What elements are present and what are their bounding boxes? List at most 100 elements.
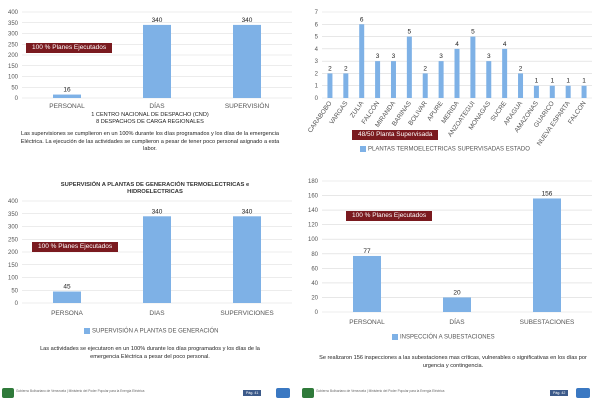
data-label: 45 <box>63 284 71 291</box>
data-label: 6 <box>360 16 364 23</box>
x-category-label: CARABOBO <box>307 100 334 134</box>
caption-generacion: Las actividades se ejecutaron en un 100%… <box>40 346 260 360</box>
y-tick-label: 100 <box>308 237 319 243</box>
y-tick-label: 2 <box>315 71 319 77</box>
data-label: 340 <box>152 208 163 215</box>
data-label: 156 <box>542 190 553 197</box>
footer-text-left: Gobierno Bolivariano de Venezuela | Mini… <box>16 389 145 393</box>
data-label: 2 <box>328 65 332 72</box>
footer-left: Gobierno Bolivariano de Venezuela | Mini… <box>0 386 300 400</box>
bar <box>353 255 381 312</box>
bar <box>502 48 508 98</box>
caption-subestaciones: Se realizaron 156 inspecciones a las sub… <box>319 355 587 369</box>
data-label: 1 <box>566 78 570 85</box>
bar <box>53 291 81 303</box>
data-label: 1 <box>535 78 539 85</box>
y-tick-label: 350 <box>8 212 19 218</box>
y-tick-label: 140 <box>308 208 319 214</box>
data-label: 3 <box>487 53 491 60</box>
bar <box>533 85 539 98</box>
bar <box>470 36 476 98</box>
data-label: 1 <box>582 78 586 85</box>
data-label: 3 <box>392 53 396 60</box>
data-label: 2 <box>344 65 348 72</box>
x-category-label: PERSONA <box>51 310 83 317</box>
footer-text-right: Gobierno Bolivariano de Venezuela | Mini… <box>316 389 445 393</box>
y-tick-label: 5 <box>315 35 319 41</box>
data-label: 3 <box>439 53 443 60</box>
data-label: 20 <box>453 289 461 296</box>
y-tick-label: 400 <box>8 10 19 16</box>
y-tick-label: 100 <box>8 276 19 282</box>
y-tick-label: 1 <box>315 84 319 90</box>
data-label: 340 <box>152 17 163 24</box>
legend-label: SUPERVISIÓN A PLANTAS DE GENERACIÓN <box>92 328 219 335</box>
y-tick-label: 150 <box>8 263 19 269</box>
bar <box>454 48 460 98</box>
bar <box>518 73 524 98</box>
data-label: 340 <box>242 17 253 24</box>
chart-svg-supervision: 0 50 100 150 200 250 300 350 400 16 PERSONAL 340 DÍA… <box>8 10 292 110</box>
chart-subestaciones: 0 20 40 60 80 100 120 140 160 180 77 PERSONAL 20 DÍAS… <box>300 175 600 345</box>
bar <box>233 216 261 303</box>
note-cnd: 1 CENTRO NACIONAL DE DESPACHO (CND) <box>91 112 209 118</box>
x-category-label: SUPERVISIÓN <box>225 101 270 110</box>
corpoelec-logo-icon <box>276 388 290 398</box>
bar <box>438 61 444 98</box>
data-label: 4 <box>455 41 459 48</box>
y-tick-label: 400 <box>8 199 19 205</box>
y-tick-label: 300 <box>8 225 19 231</box>
legend-subestaciones: INSPECCIÓN A SUBESTACIONES <box>392 334 495 341</box>
y-tick-label: 180 <box>308 179 319 185</box>
data-label: 2 <box>519 65 523 72</box>
government-logo-icon <box>302 388 314 398</box>
caption-supervision: Las supervisiones se cumplieron en un 10… <box>20 131 280 152</box>
bar <box>533 198 561 312</box>
y-tick-label: 200 <box>8 53 19 59</box>
chart-svg-plantas: 012345672CARABOBO2VARGAS6ZULIA3FALCÓN3MI… <box>307 10 592 147</box>
corpoelec-logo-icon <box>576 388 590 398</box>
data-label: 77 <box>363 248 371 255</box>
bar <box>143 216 171 303</box>
chart-plantas-por-estado: 0 1 2 3 4 5 6 7 2 CARABOBO 2 VARGAS 6 ZULIA 3 FALCÓN 3 MI… <box>300 0 600 160</box>
page-number-left: Pág. 41 <box>243 390 262 396</box>
y-tick-label: 0 <box>15 96 19 102</box>
x-category-label: SUBESTACIONES <box>520 319 575 326</box>
y-tick-label: 200 <box>8 250 19 256</box>
data-label: 3 <box>376 53 380 60</box>
banner-planes-ejecutados-2: 100 % Planes Ejecutados <box>32 242 119 252</box>
banner-planes-ejecutados: 100 % Planes Ejecutados <box>26 43 113 53</box>
footer-right: Gobierno Bolivariano de Venezuela | Mini… <box>300 386 600 400</box>
data-label: 1 <box>550 78 554 85</box>
y-tick-label: 300 <box>8 32 19 38</box>
y-tick-label: 7 <box>315 10 319 16</box>
x-category-label: DÍAS <box>449 317 465 326</box>
x-category-label: SUPERVICIONES <box>220 310 274 317</box>
data-label: 4 <box>503 41 507 48</box>
y-tick-label: 50 <box>11 85 18 91</box>
y-tick-label: 160 <box>308 194 319 200</box>
y-tick-label: 100 <box>8 75 19 81</box>
bar <box>327 73 333 98</box>
government-logo-icon <box>2 388 14 398</box>
bar <box>549 85 555 98</box>
y-tick-label: 250 <box>8 237 19 243</box>
bar <box>143 24 171 98</box>
data-label: 5 <box>471 29 475 36</box>
bar <box>422 73 428 98</box>
legend-plantas: PLANTAS TERMOELECTRICAS SUPERVISADAS EST… <box>360 146 530 153</box>
legend-label: PLANTAS TERMOELECTRICAS SUPERVISADAS EST… <box>368 146 530 153</box>
y-tick-label: 0 <box>15 301 19 307</box>
chart-svg-subestaciones: 0 20 40 60 80 100 120 140 160 180 77 PERSONAL 20 DÍAS… <box>308 179 592 326</box>
bar <box>581 85 587 98</box>
y-tick-label: 80 <box>311 252 318 258</box>
x-category-label: DÍAS <box>149 101 165 110</box>
bar <box>233 24 261 98</box>
y-tick-label: 120 <box>308 223 319 229</box>
y-tick-label: 150 <box>8 64 19 70</box>
legend-label: INSPECCIÓN A SUBESTACIONES <box>400 334 495 341</box>
x-category-label: DIAS <box>149 310 165 317</box>
data-label: 16 <box>63 87 71 94</box>
y-tick-label: 3 <box>315 59 319 65</box>
y-tick-label: 350 <box>8 21 19 27</box>
